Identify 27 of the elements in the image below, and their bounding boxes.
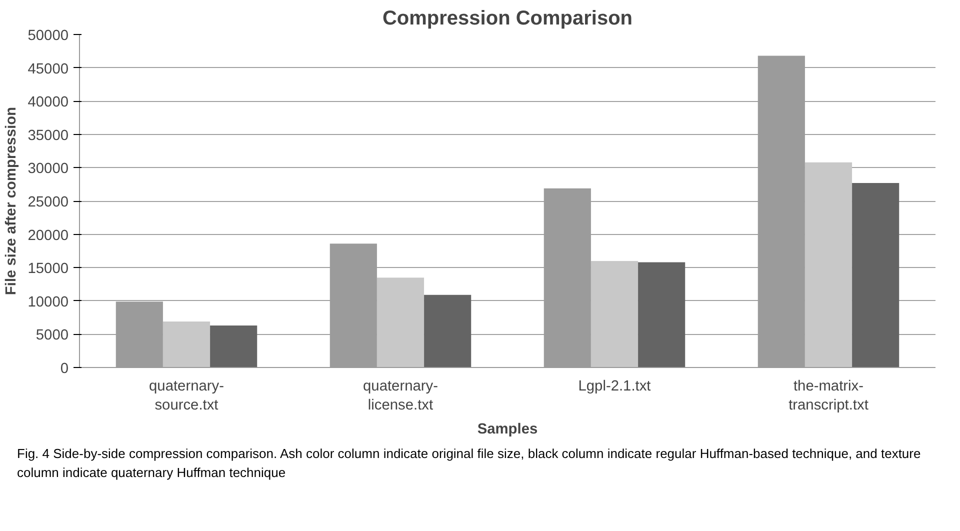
- bar: [210, 326, 258, 368]
- y-tick-label: 10000: [28, 294, 69, 310]
- y-tick-label: 20000: [28, 228, 69, 244]
- y-tick-label: 30000: [28, 161, 69, 178]
- bar: [376, 278, 424, 368]
- bar: [804, 162, 852, 368]
- x-tick-label: quaternary-license.txt: [363, 378, 438, 414]
- y-tick-label: 40000: [28, 94, 69, 111]
- caption: Fig. 4 Side-by-side compression comparison. Ash color column indicate original file size, black column indicate regular Huffman-based technique, and texture column indicate quaternary Huffman technique: [17, 445, 922, 482]
- y-tick-label: 25000: [28, 194, 69, 210]
- y-tick-label: 15000: [28, 261, 69, 278]
- y-tick-label: 50000: [28, 28, 69, 44]
- y-tick-label: 35000: [28, 128, 69, 144]
- chart-title: Compression Comparison: [382, 8, 633, 30]
- bar: [852, 183, 900, 368]
- y-tick-label: 45000: [28, 61, 69, 78]
- x-tick-label: the-matrix-transcript.txt: [788, 378, 868, 414]
- x-tick-label: quaternary-source.txt: [149, 378, 224, 414]
- x-tick-label: Lgpl-2.1.txt: [578, 378, 651, 394]
- y-axis-title: File size after compression: [4, 106, 20, 296]
- y-tick-label: 5000: [36, 328, 69, 344]
- bar: [424, 294, 472, 368]
- bar: [590, 260, 638, 368]
- bar: [638, 262, 686, 368]
- y-tick-label: 0: [60, 361, 69, 377]
- x-axis-title: Samples: [477, 422, 538, 438]
- bar: [162, 322, 210, 368]
